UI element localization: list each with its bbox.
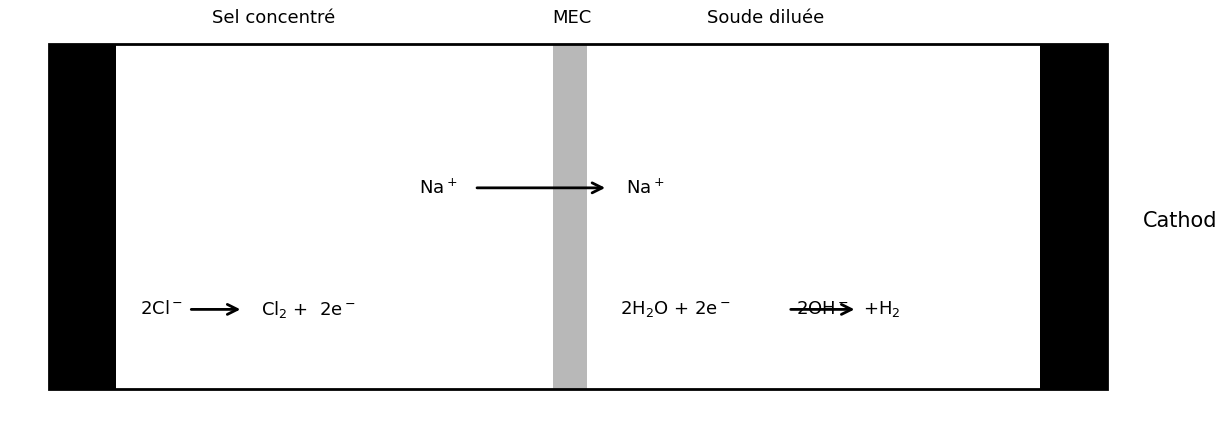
Text: Na$^+$: Na$^+$: [418, 178, 457, 198]
Bar: [553, 44, 587, 389]
Text: Soude diluée: Soude diluée: [708, 9, 824, 27]
Text: 2H$_2$O + 2e$^-$: 2H$_2$O + 2e$^-$: [620, 299, 731, 320]
Text: 2Cl$^-$: 2Cl$^-$: [140, 301, 182, 318]
Text: Sel concentré: Sel concentré: [212, 9, 336, 27]
Text: +H$_2$: +H$_2$: [863, 299, 901, 320]
Text: Cl$_2$ +  2e$^-$: Cl$_2$ + 2e$^-$: [261, 299, 356, 320]
Bar: [49, 44, 1107, 389]
Text: Cathode: Cathode: [1143, 211, 1216, 231]
Bar: [1040, 44, 1107, 389]
Text: Na$^+$: Na$^+$: [626, 178, 665, 198]
Bar: [49, 44, 116, 389]
Bar: [49, 44, 1107, 389]
Text: MEC: MEC: [552, 9, 591, 27]
Text: 2OH$^-$: 2OH$^-$: [796, 301, 850, 318]
